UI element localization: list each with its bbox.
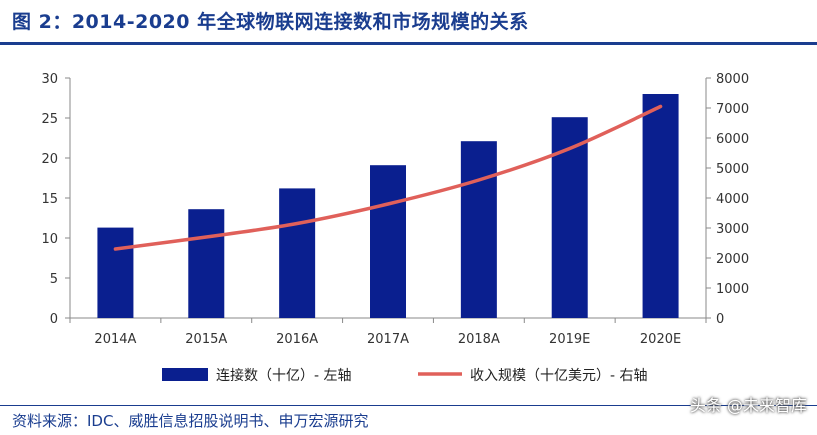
right-axis-tick-label: 6000 <box>716 132 749 147</box>
bar <box>460 141 497 318</box>
bar <box>188 209 225 318</box>
bar <box>642 94 679 318</box>
footer-divider <box>0 405 817 406</box>
left-axis-tick-label: 5 <box>50 272 58 287</box>
left-axis-tick-label: 25 <box>41 112 58 127</box>
x-axis-tick-label: 2018A <box>458 332 500 347</box>
right-axis-tick-label: 0 <box>716 312 724 327</box>
chart-title: 图 2：2014-2020 年全球物联网连接数和市场规模的关系 <box>12 11 529 33</box>
x-axis-tick-label: 2019E <box>549 332 590 347</box>
left-axis-tick-label: 0 <box>50 312 58 327</box>
x-axis-tick-label: 2016A <box>276 332 318 347</box>
x-axis-tick-label: 2015A <box>185 332 227 347</box>
bar <box>97 227 134 318</box>
bar <box>370 165 406 318</box>
legend-label-line: 收入规模（十亿美元）- 右轴 <box>470 368 648 384</box>
source-note: 资料来源：IDC、威胜信息招股说明书、申万宏源研究 <box>12 412 369 430</box>
legend-swatch-bar <box>162 368 208 381</box>
legend-label-bar: 连接数（十亿）- 左轴 <box>216 367 352 384</box>
right-axis-tick-label: 8000 <box>716 72 749 87</box>
left-axis-tick-label: 20 <box>41 152 58 167</box>
chart-area: 0 5 10 15 20 25 30 0 1000 2000 3000 4000 5000 6000 700… <box>41 72 749 384</box>
right-axis-tick-label: 3000 <box>716 222 749 237</box>
left-axis-tick-label: 15 <box>41 192 58 207</box>
right-axis-tick-label: 2000 <box>716 252 749 267</box>
left-axis-tick-label: 10 <box>41 232 58 247</box>
bar <box>279 188 316 318</box>
x-axis-tick-label: 2020E <box>640 332 681 347</box>
x-axis-tick-label: 2017A <box>367 332 409 347</box>
right-axis-tick-label: 1000 <box>716 282 749 297</box>
right-axis-tick-label: 4000 <box>716 192 749 207</box>
left-axis-tick-label: 30 <box>41 72 58 87</box>
title-divider <box>0 42 817 45</box>
right-axis-tick-label: 5000 <box>716 162 749 177</box>
bar <box>551 117 588 318</box>
series-line <box>113 104 663 251</box>
watermark: 头条 @未来智库 <box>689 396 807 415</box>
x-axis-tick-label: 2014A <box>94 332 136 347</box>
right-axis-tick-label: 7000 <box>716 102 749 117</box>
